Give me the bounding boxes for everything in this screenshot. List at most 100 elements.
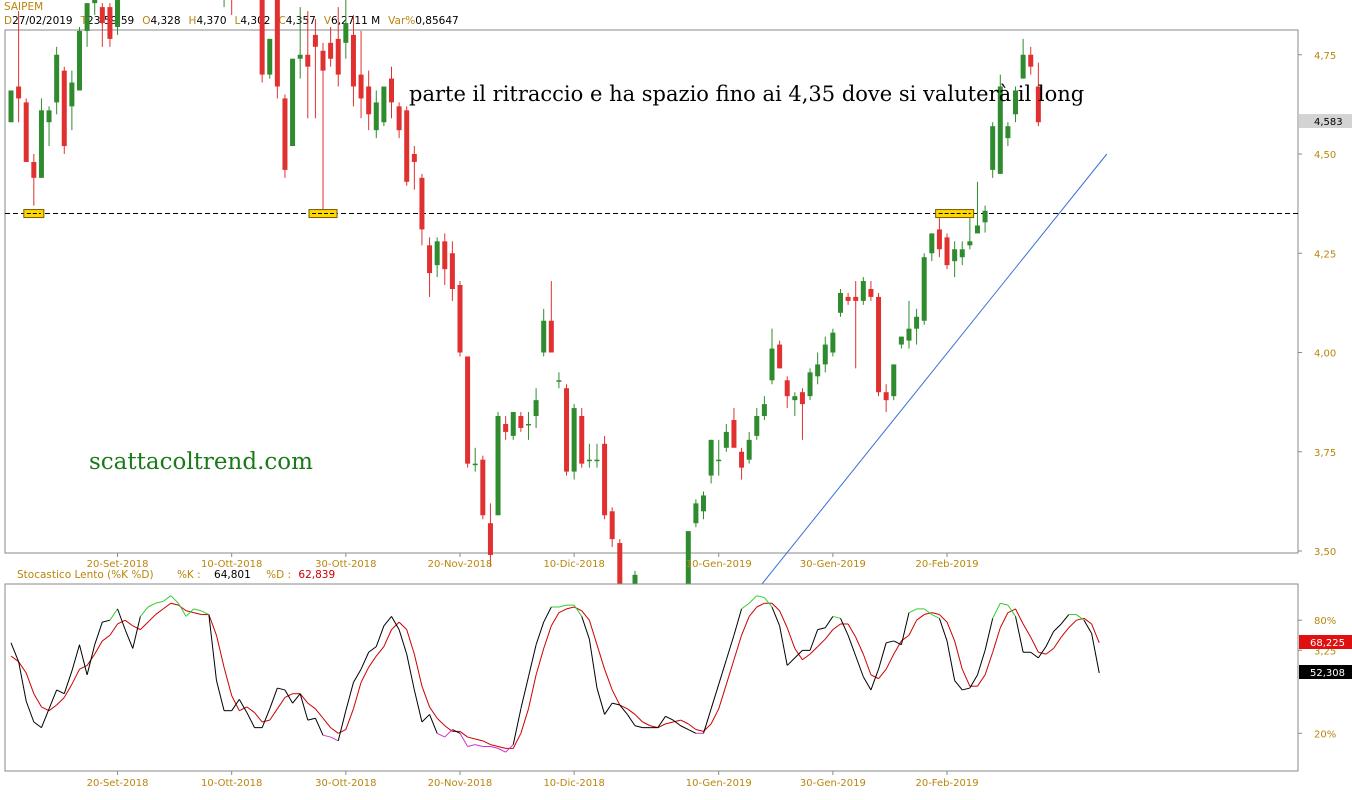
stoch-k-segment [406, 654, 415, 691]
stoch-k-segment [558, 604, 567, 608]
stoch-d-segment [520, 708, 529, 734]
candle-body [556, 380, 562, 382]
support-marker [308, 209, 338, 219]
quote-value-5: 4,357 [285, 15, 316, 27]
price-y-tick-label: 3,25 [1314, 646, 1336, 657]
quote-value-2: 4,328 [150, 15, 181, 27]
quote-key-1: T [80, 15, 88, 27]
stoch-k-segment [429, 714, 438, 734]
stoch-k-segment [1060, 614, 1070, 625]
candle-body [959, 249, 965, 258]
stoch-d-segment [847, 623, 857, 638]
stoch-d-segment [48, 704, 57, 712]
stochastic-d-value: 62,839 [298, 569, 336, 581]
candle-body [38, 110, 44, 178]
candle-body [1005, 126, 1011, 139]
stochastic-pane[interactable]: 80% 20% 68,225 52,308 20-Set-2018 10-Ott-2018… [4, 583, 1352, 789]
stoch-k-segment [40, 708, 50, 728]
stoch-k-segment [931, 614, 940, 619]
stoch-k-segment [779, 625, 788, 666]
stoch-k-segment [231, 699, 240, 711]
candle-body [777, 344, 783, 369]
stoch-d-segment [725, 659, 735, 685]
candle-body [16, 86, 22, 99]
stoch-d-segment [1060, 627, 1070, 638]
stoch-d-segment [94, 640, 103, 655]
stoch-d-segment [657, 723, 666, 729]
stoch-k-segment [490, 746, 499, 749]
stoch-k-segment [269, 687, 278, 709]
stoch-d-segment [581, 610, 590, 621]
stoch-k-segment [543, 606, 552, 623]
stoch-d-segment [611, 689, 621, 706]
stoch-d-segment [345, 708, 354, 730]
stoch-k-segment [383, 616, 392, 627]
stoch-d-segment [604, 669, 613, 691]
candle-body [290, 58, 296, 147]
candle-body [1020, 54, 1026, 79]
symbol-name: SAIPEM [4, 1, 44, 13]
price-x-tick-label: 30-Ott-2018 [315, 559, 376, 570]
candle-body [564, 388, 570, 472]
quote-info-row: D27/02/2019T23:59:59O4,328H4,370L4,302C4… [4, 15, 467, 27]
stoch-k-segment [330, 736, 339, 742]
candle-body [434, 241, 440, 266]
stoch-d-segment [984, 652, 994, 676]
stoch-k-segment [817, 627, 826, 631]
stoch-k-segment [18, 661, 27, 702]
stoch-d-segment [223, 667, 233, 696]
stoch-d-segment [63, 684, 73, 698]
candle-body [76, 30, 82, 91]
candle-body [548, 320, 554, 353]
stoch-k-segment [520, 676, 529, 709]
stoch-k-segment [1083, 619, 1093, 634]
stoch-k-segment [1037, 646, 1047, 659]
price-x-tick-label: 20-Nov-2018 [428, 559, 493, 570]
candle-body [533, 400, 539, 417]
stoch-k-segment [535, 621, 545, 645]
price-x-tick-label: 10-Dic-2018 [543, 559, 604, 570]
candle-body [411, 154, 417, 162]
stoch-k-segment [923, 608, 933, 615]
candle-body [845, 296, 851, 301]
candle-body [457, 285, 463, 353]
candle-body [761, 404, 767, 417]
stoch-k-segment [665, 715, 674, 721]
candle-body [860, 281, 866, 301]
stoch-k-segment [25, 701, 35, 723]
candle-body [312, 34, 318, 47]
candle-body [693, 503, 699, 524]
stoch-d-segment [672, 719, 681, 723]
stoch-d-segment [215, 635, 225, 668]
stoch-k-segment [1015, 616, 1024, 653]
stoch-k-segment [733, 608, 743, 636]
stoch-k-segment [527, 644, 537, 677]
stoch-d-segment [588, 620, 598, 645]
stoch-k-segment [984, 618, 994, 651]
quote-value-7: 0,85647 [415, 15, 459, 27]
candle-body [792, 396, 798, 401]
stoch-k-segment [634, 725, 643, 729]
stoch-d-segment [124, 619, 134, 627]
stoch-d-segment [824, 629, 834, 640]
quote-value-3: 4,370 [196, 15, 227, 27]
stoch-d-segment [1076, 617, 1085, 621]
candle-body [944, 237, 950, 266]
price-x-tick-label: 10-Gen-2019 [686, 559, 752, 570]
candle-body [419, 177, 425, 230]
stoch-d-segment [710, 708, 720, 725]
stoch-y-tick-label: 80% [1314, 616, 1336, 627]
stoch-d-segment [665, 721, 674, 725]
price-pane[interactable]: 5,505,255,004,754,504,254,003,753,503,25… [4, 0, 1352, 715]
stoch-d-segment [779, 610, 788, 628]
candle-body [510, 412, 516, 436]
stoch-k-segment [832, 615, 841, 619]
stoch-k-segment [505, 744, 514, 753]
candle-body [731, 419, 737, 448]
stoch-k-segment [962, 687, 970, 691]
stoch-k-segment [208, 614, 217, 681]
stoch-k-segment [132, 616, 141, 649]
stoch-k-segment [725, 635, 735, 660]
stoch-d-segment [756, 602, 765, 608]
